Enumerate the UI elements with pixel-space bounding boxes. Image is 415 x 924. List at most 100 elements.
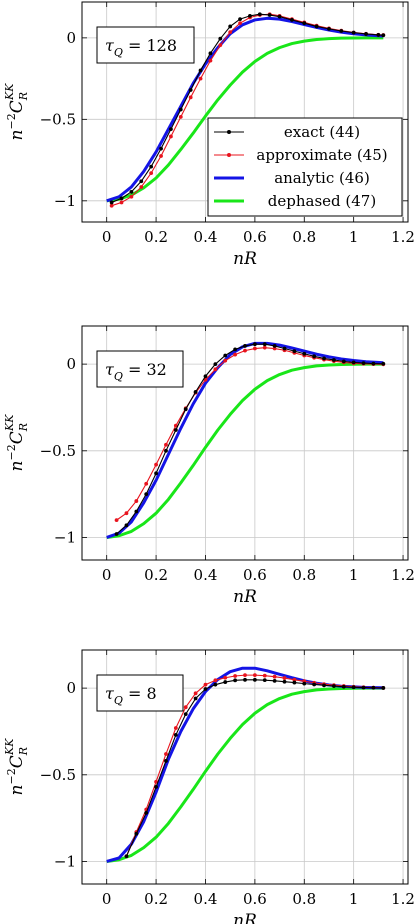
plot-frame	[81, 325, 409, 561]
data-point-0-16	[272, 344, 277, 348]
x-tick-label-0: 0	[102, 890, 112, 908]
data-point-1-15	[262, 345, 267, 350]
data-point-0-8	[193, 389, 198, 394]
data-point-1-2	[129, 194, 134, 199]
data-point-0-17	[277, 14, 282, 19]
data-point-1-3	[154, 779, 158, 784]
x-tick-label-2: 0.4	[194, 228, 218, 246]
data-point-0-4	[149, 164, 154, 169]
data-point-0-12	[228, 24, 233, 29]
data-point-0-16	[267, 13, 272, 17]
data-point-0-21	[322, 356, 326, 361]
data-point-0-6	[169, 127, 173, 132]
data-point-0-13	[252, 677, 257, 682]
data-point-0-15	[272, 678, 277, 683]
legend-label-0: exact (44)	[284, 123, 360, 141]
data-point-1-8	[188, 95, 193, 100]
x-axis-label: nR	[233, 587, 257, 607]
data-point-1-1	[124, 511, 129, 516]
data-point-0-10	[223, 680, 228, 684]
data-point-1-0	[114, 518, 119, 523]
data-point-0-14	[252, 342, 257, 347]
data-point-0-0	[109, 200, 114, 205]
x-tick-label-0: 0	[102, 566, 112, 584]
data-point-1-6	[183, 705, 188, 710]
data-point-0-23	[341, 359, 346, 364]
data-point-0-19	[302, 21, 307, 26]
data-point-0-15	[257, 12, 262, 17]
data-point-0-20	[322, 683, 326, 688]
data-point-0-25	[361, 361, 366, 365]
data-point-0-16	[282, 679, 287, 684]
y-axis-label: n−2CRKK	[3, 83, 30, 141]
data-point-0-18	[302, 681, 307, 686]
data-point-1-11	[233, 674, 238, 678]
tau-annotation: τQ = 32	[105, 360, 167, 383]
data-point-0-17	[282, 346, 287, 351]
tau-annotation: τQ = 128	[105, 36, 177, 59]
data-point-0-21	[327, 26, 331, 31]
data-point-0-6	[173, 428, 178, 432]
x-tick-label-4: 0.8	[292, 566, 316, 584]
data-point-0-7	[178, 107, 183, 112]
x-tick-label-4: 0.8	[292, 890, 316, 908]
data-point-0-8	[188, 88, 193, 92]
tau-annotation: τQ = 8	[105, 684, 157, 707]
data-point-1-12	[233, 352, 238, 357]
data-point-1-14	[262, 673, 267, 678]
data-point-1-1	[119, 200, 124, 205]
data-point-0-4	[154, 471, 158, 476]
x-tick-label-5: 1	[349, 566, 359, 584]
x-tick-label-5: 1	[349, 890, 359, 908]
data-point-0-5	[173, 733, 178, 737]
data-point-0-0	[124, 854, 129, 859]
plot-frame	[81, 1, 409, 223]
data-point-1-3	[139, 185, 144, 189]
chart-panel-2: 0 0.2 0.4 0.6 0.8 1 1.2 −1 −0.5 0 nR n−2CRKK τQ = 32	[3, 325, 415, 607]
data-point-1-4	[164, 752, 168, 756]
data-point-0-22	[332, 358, 336, 362]
legend-label-1: approximate (45)	[256, 146, 387, 164]
series-line-3	[106, 686, 384, 863]
x-tick-label-3: 0.6	[243, 566, 267, 584]
data-point-0-24	[361, 685, 366, 690]
data-point-1-16	[272, 346, 277, 351]
data-point-0-9	[213, 682, 218, 687]
data-point-0-24	[364, 32, 368, 36]
data-point-0-14	[262, 678, 267, 683]
series-line-3	[106, 362, 384, 539]
data-point-0-18	[292, 349, 297, 354]
data-point-0-23	[351, 30, 356, 35]
data-point-1-9	[198, 76, 203, 81]
data-point-0-27	[381, 361, 386, 366]
y-tick-label-2: 0	[66, 679, 76, 697]
data-point-0-7	[183, 407, 188, 412]
x-axis-label: nR	[233, 249, 257, 269]
chart-panel-3: 0 0.2 0.4 0.6 0.8 1 1.2 −1 −0.5 0 nR n−2CRKK τQ = 8	[3, 649, 415, 924]
data-point-0-15	[262, 342, 267, 347]
x-tick-label-3: 0.6	[243, 890, 267, 908]
data-point-1-15	[272, 674, 277, 679]
data-point-1-14	[252, 346, 257, 351]
data-point-0-19	[312, 682, 317, 687]
data-point-1-5	[173, 726, 178, 730]
data-point-0-23	[351, 685, 356, 690]
series-line-0	[116, 343, 384, 535]
data-point-0-3	[154, 785, 158, 789]
data-point-0-14	[248, 13, 252, 18]
series-line-1	[116, 347, 384, 521]
data-point-0-17	[292, 680, 297, 685]
data-point-1-11	[223, 358, 228, 363]
data-point-1-8	[203, 682, 208, 687]
x-tick-label-4: 0.8	[292, 228, 316, 246]
tau-annotation-box	[96, 674, 184, 712]
data-point-1-11	[218, 43, 223, 48]
data-point-1-5	[159, 154, 163, 158]
data-point-0-18	[290, 18, 294, 22]
data-point-1-4	[149, 171, 154, 176]
data-point-1-12	[228, 30, 233, 35]
tau-annotation-box	[96, 350, 184, 388]
data-point-1-6	[169, 134, 173, 139]
legend-marker-1	[227, 153, 231, 157]
